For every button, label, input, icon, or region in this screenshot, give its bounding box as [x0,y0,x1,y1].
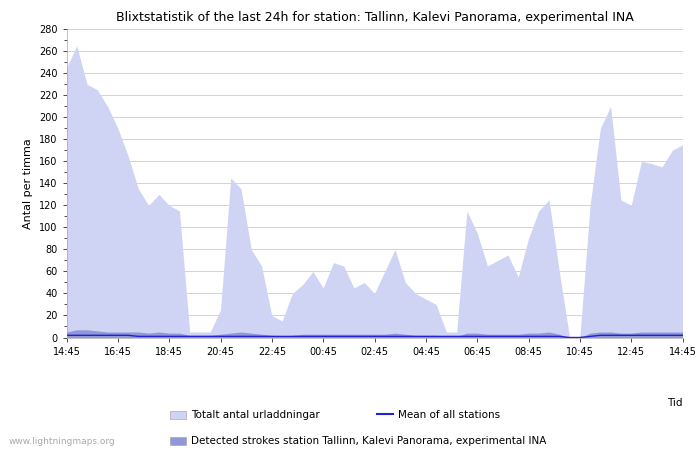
Y-axis label: Antal per timma: Antal per timma [23,138,34,229]
Text: Tid: Tid [667,398,682,408]
Title: Blixtstatistik of the last 24h for station: Tallinn, Kalevi Panorama, experiment: Blixtstatistik of the last 24h for stati… [116,11,634,24]
Legend: Detected strokes station Tallinn, Kalevi Panorama, experimental INA: Detected strokes station Tallinn, Kalevi… [170,436,547,446]
Text: www.lightningmaps.org: www.lightningmaps.org [8,437,115,446]
